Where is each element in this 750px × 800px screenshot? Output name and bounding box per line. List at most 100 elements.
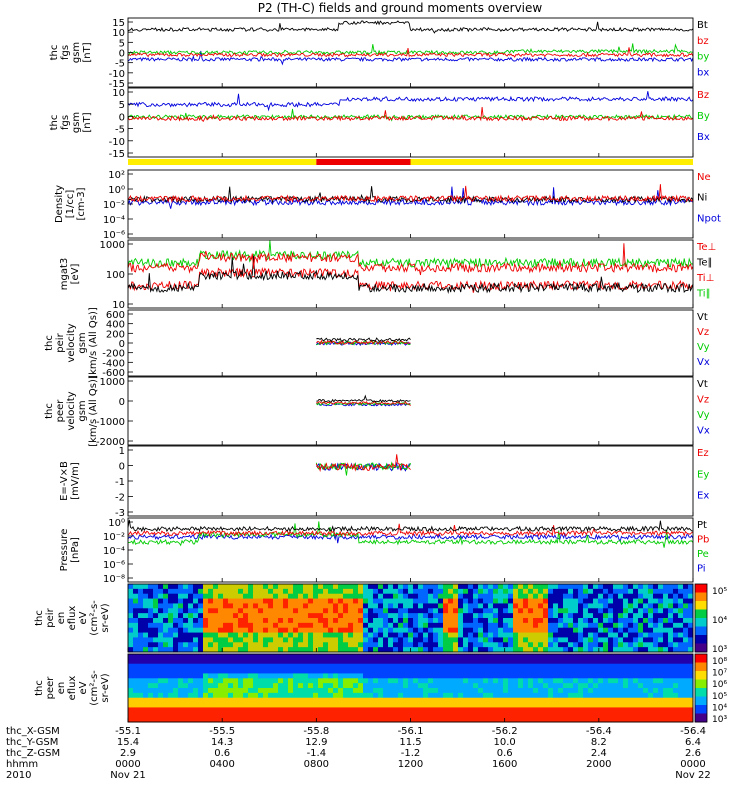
- spectrogram-cell: [668, 603, 674, 609]
- spectrogram-cell: [548, 663, 554, 670]
- spectrogram-cell: [478, 593, 484, 600]
- spectrogram-cell: [598, 673, 604, 679]
- spectrogram-cell: [303, 584, 309, 590]
- spectrogram-cell: [243, 627, 249, 634]
- spectrogram-cell: [523, 717, 529, 723]
- y-tick-label: 10: [112, 88, 125, 99]
- spectrogram-cell: [203, 683, 209, 689]
- spectrogram-cell: [308, 673, 314, 679]
- spectrogram-cell: [138, 663, 144, 670]
- spectrogram-cell: [668, 642, 674, 648]
- spectrogram-cell: [213, 717, 219, 723]
- spectrogram-cell: [343, 618, 349, 624]
- spectrogram-cell: [328, 702, 334, 708]
- spectrogram-cell: [618, 717, 624, 723]
- spectrogram-cell: [338, 588, 344, 595]
- spectrogram-cell: [663, 692, 669, 699]
- ylabel-line: (cm²-s-: [89, 670, 100, 706]
- spectrogram-cell: [593, 632, 599, 638]
- spectrogram-cell: [448, 613, 454, 619]
- spectrogram-cell: [638, 688, 644, 694]
- spectrogram-cell: [158, 654, 164, 660]
- spectrogram-cell: [438, 608, 444, 614]
- spectrogram-cell: [298, 627, 304, 634]
- spectrogram-cell: [478, 603, 484, 609]
- spectrogram-cell: [158, 663, 164, 670]
- spectrogram-cell: [388, 668, 394, 674]
- spectrogram-cell: [163, 707, 169, 713]
- spectrogram-cell: [418, 627, 424, 634]
- spectrogram-cell: [643, 608, 649, 614]
- spectrogram-cell: [463, 673, 469, 679]
- spectrogram-cell: [508, 632, 514, 638]
- spectrogram-cell: [528, 608, 534, 614]
- spectrogram-cell: [618, 588, 624, 595]
- spectrogram-cell: [233, 622, 239, 629]
- spectrogram-cell: [398, 688, 404, 694]
- spectrogram-cell: [683, 688, 689, 694]
- spectrogram-cell: [663, 678, 669, 684]
- spectrogram-cell: [138, 683, 144, 689]
- spectrogram-cell: [563, 622, 569, 629]
- spectrogram-cell: [218, 697, 224, 704]
- spectrogram-cell: [333, 622, 339, 629]
- spectrogram-cell: [213, 642, 219, 648]
- spectrogram-cell: [383, 637, 389, 643]
- spectrogram-cell: [158, 658, 164, 665]
- spectrogram-cell: [178, 603, 184, 609]
- spectrogram-cell: [473, 658, 479, 665]
- spectrogram-cell: [578, 663, 584, 670]
- spectrogram-cell: [433, 598, 439, 604]
- series-peir_v-Vt: [316, 337, 411, 343]
- spectrogram-cell: [338, 673, 344, 679]
- spectrogram-cell: [608, 712, 614, 718]
- spectrogram-cell: [373, 603, 379, 609]
- spectrogram-cell: [678, 697, 684, 704]
- spectrogram-cell: [228, 593, 234, 600]
- spectrogram-cell: [608, 673, 614, 679]
- spectrogram-cell: [563, 593, 569, 600]
- spectrogram-cell: [548, 608, 554, 614]
- spectrogram-cell: [363, 673, 369, 679]
- spectrogram-cell: [538, 673, 544, 679]
- spectrogram-cell: [293, 603, 299, 609]
- spectrogram-cell: [303, 603, 309, 609]
- spectrogram-cell: [388, 717, 394, 723]
- spectrogram-cell: [643, 702, 649, 708]
- spectrogram-cell: [573, 632, 579, 638]
- spectrogram-cell: [633, 668, 639, 674]
- spectrogram-cell: [388, 663, 394, 670]
- spectrogram-cell: [313, 697, 319, 704]
- spectrogram-cell: [368, 598, 374, 604]
- spectrogram-cell: [268, 663, 274, 670]
- spectrogram-cell: [248, 668, 254, 674]
- spectrogram-cell: [673, 618, 679, 624]
- spectrogram-cell: [213, 593, 219, 600]
- spectrogram-cell: [203, 668, 209, 674]
- spectrogram-cell: [318, 688, 324, 694]
- spectrogram-cell: [643, 598, 649, 604]
- time-axis: thc_X-GSM -55.1 -55.5 -55.8 -56.1 -56.2 -56.4-…: [6, 726, 711, 781]
- panel-ylabel: thcfgsgsm[nT]: [49, 42, 93, 63]
- y-tick-label: -10: [109, 69, 125, 80]
- spectrogram-cell: [393, 627, 399, 634]
- spectrogram-cell: [343, 647, 349, 653]
- spectrogram-cell: [423, 613, 429, 619]
- spectrogram-cell: [463, 642, 469, 648]
- spectrogram-cell: [638, 627, 644, 634]
- spectrogram-cell: [173, 588, 179, 595]
- legend-entry: Vz: [697, 327, 709, 338]
- spectrogram-cell: [263, 692, 269, 699]
- spectrogram-cell: [503, 707, 509, 713]
- spectrogram-cell: [528, 618, 534, 624]
- spectrogram-cell: [493, 593, 499, 600]
- spectrogram-cell: [623, 663, 629, 670]
- spectrogram-cell: [668, 683, 674, 689]
- spectrogram-cell: [448, 598, 454, 604]
- axis-row-value: 0000: [680, 759, 705, 770]
- spectrogram-cell: [318, 627, 324, 634]
- spectrogram-cell: [653, 618, 659, 624]
- spectrogram-cell: [213, 668, 219, 674]
- spectrogram-cell: [543, 584, 549, 590]
- spectrogram-cell: [328, 632, 334, 638]
